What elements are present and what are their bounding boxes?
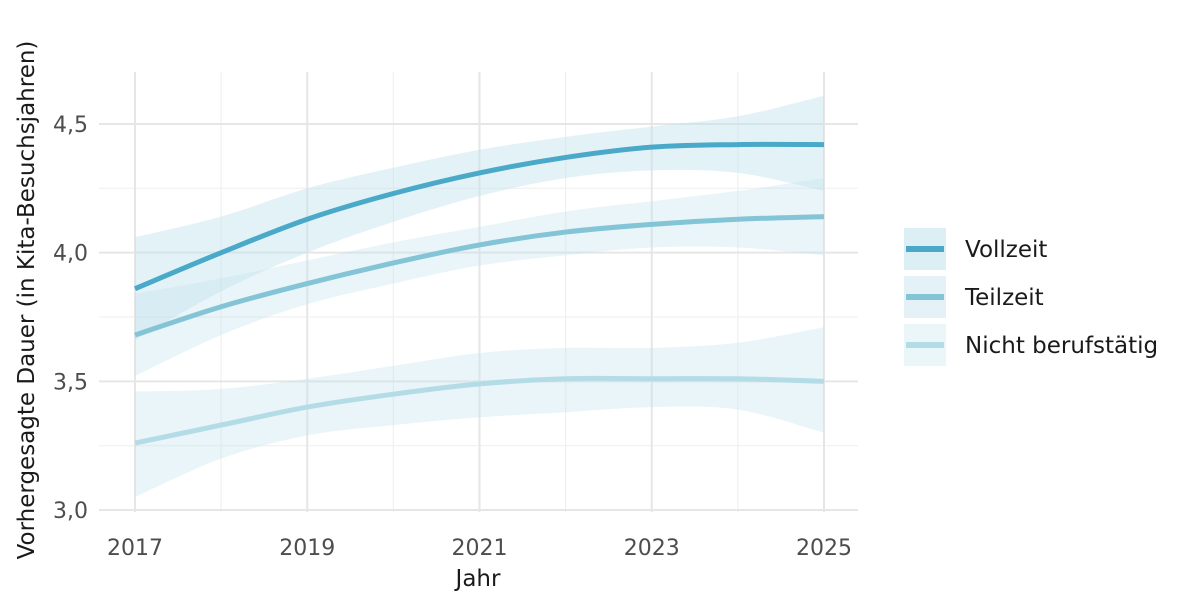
series-line-2: [134, 375, 825, 446]
x-tick-label: 2017: [107, 536, 163, 561]
confidence-band-0: [135, 95, 824, 341]
x-tick-label: 2023: [624, 536, 680, 561]
x-tick-label: 2025: [796, 536, 852, 561]
y-axis-ticks: 3,0 3,5 4,0 4,5: [53, 113, 88, 524]
confidence-bands: [135, 95, 824, 498]
legend-label: Vollzeit: [965, 237, 1047, 263]
series-line-1: [134, 214, 825, 338]
legend-item: Vollzeit: [904, 228, 1047, 270]
x-axis-title: Jahr: [454, 566, 501, 592]
x-axis-ticks: 2017 2019 2021 2023 2025: [107, 536, 852, 561]
series-line-0: [134, 141, 825, 291]
y-tick-label: 3,0: [53, 499, 88, 524]
confidence-band-2: [135, 327, 824, 498]
x-tick-label: 2019: [279, 536, 335, 561]
confidence-band-1: [135, 178, 824, 377]
x-tick-label: 2021: [452, 536, 508, 561]
y-axis-title: Vorhergesagte Dauer (in Kita-Besuchsjahr…: [14, 41, 40, 560]
y-tick-label: 3,5: [53, 370, 88, 395]
legend-item: Teilzeit: [904, 276, 1044, 318]
y-tick-label: 4,5: [53, 113, 88, 138]
y-tick-label: 4,0: [53, 242, 88, 267]
legend-item: Nicht berufstätig: [904, 324, 1158, 366]
series-lines: [134, 141, 825, 446]
legend: Vollzeit Teilzeit Nicht berufstätig: [904, 228, 1158, 366]
legend-label: Teilzeit: [964, 285, 1044, 311]
legend-label: Nicht berufstätig: [965, 333, 1158, 359]
